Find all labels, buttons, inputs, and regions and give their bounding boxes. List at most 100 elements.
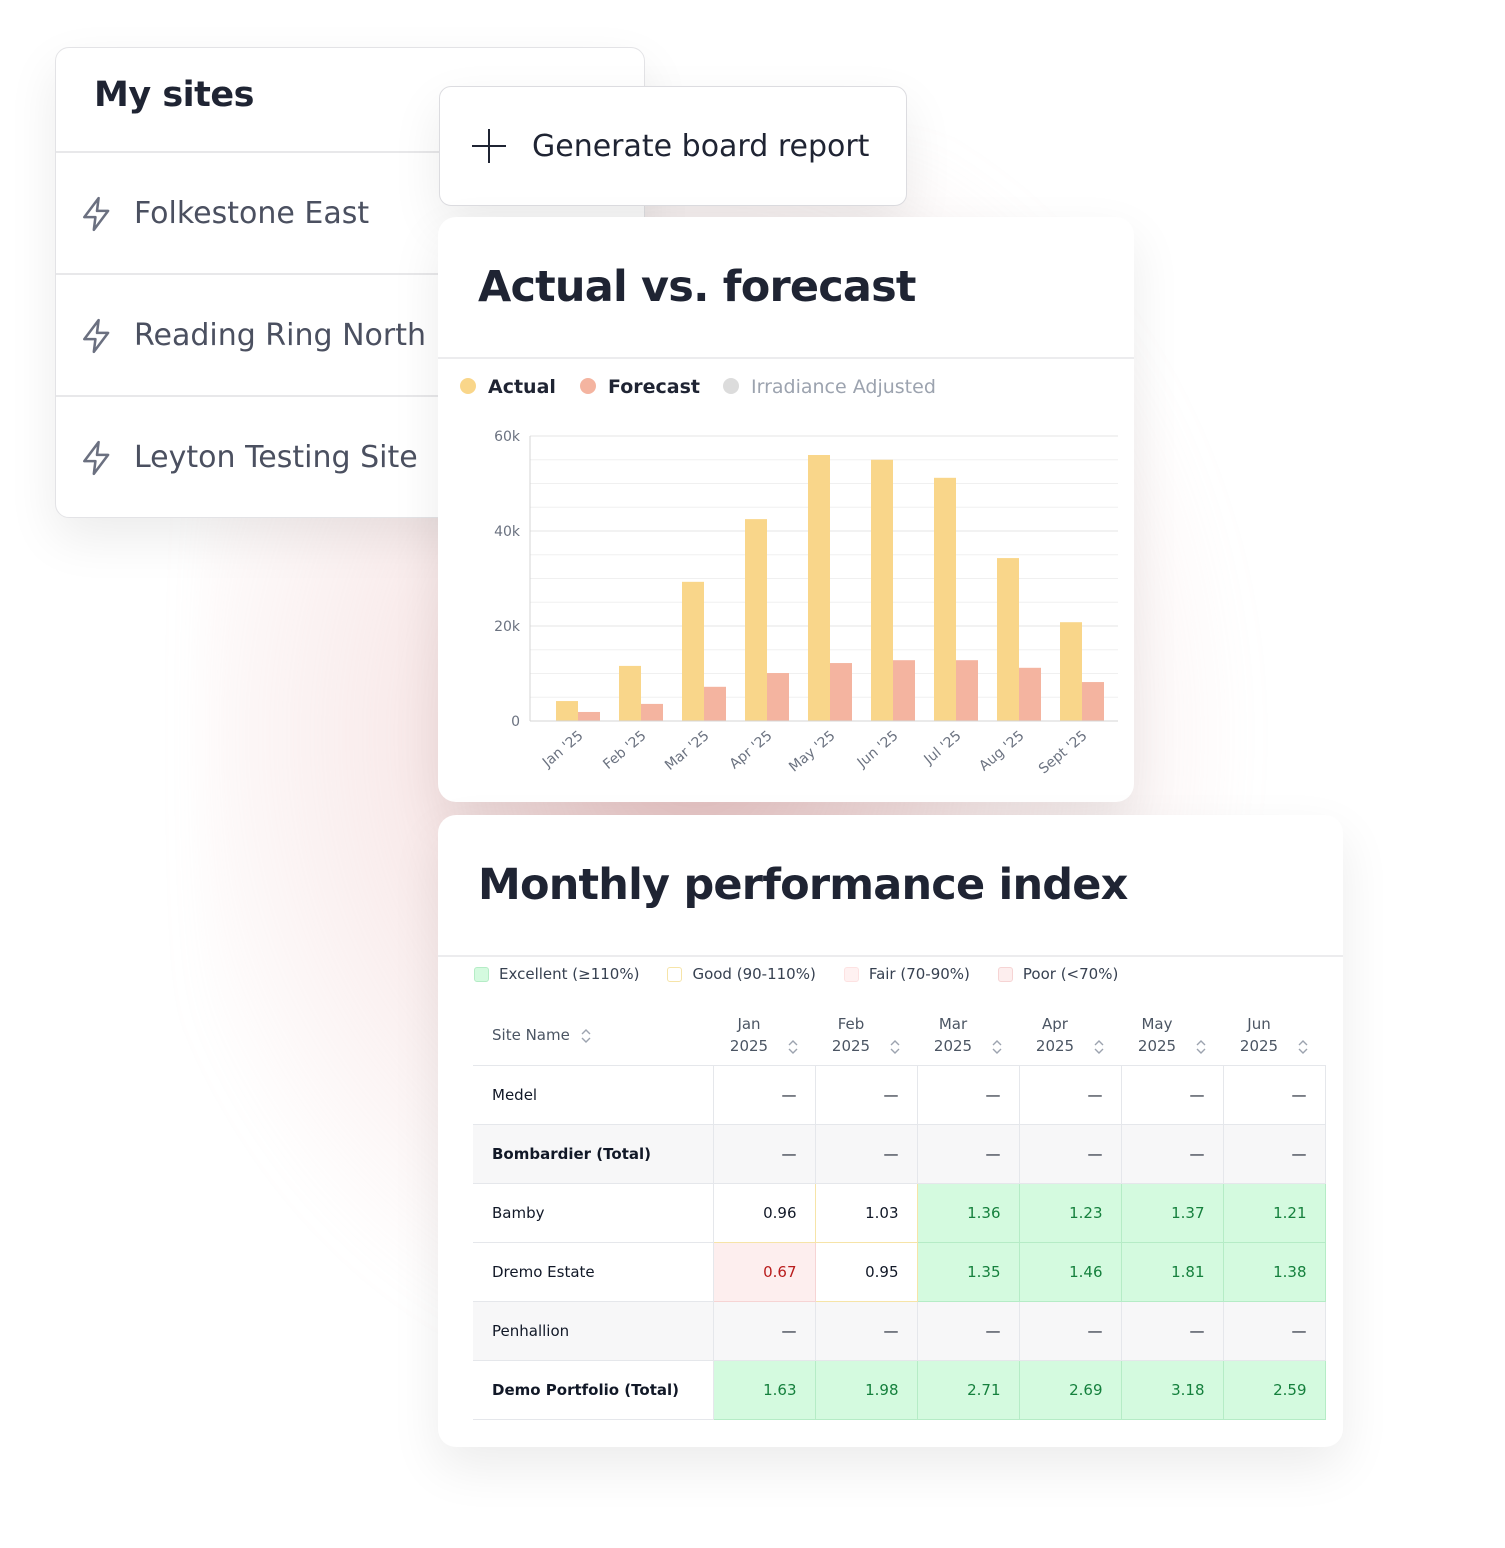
site-name: Medel bbox=[473, 1065, 714, 1125]
value-cell: 2.69 bbox=[1019, 1360, 1122, 1420]
sort-icon[interactable] bbox=[889, 1039, 901, 1055]
value-cell: — bbox=[1223, 1065, 1326, 1125]
sort-icon[interactable] bbox=[1195, 1039, 1207, 1055]
value-cell: — bbox=[1121, 1301, 1224, 1361]
value-cell: — bbox=[815, 1124, 918, 1184]
value-cell: 1.98 bbox=[815, 1360, 918, 1420]
value-cell: — bbox=[1223, 1301, 1326, 1361]
value-cell: — bbox=[713, 1065, 816, 1125]
value-cell: 1.46 bbox=[1019, 1242, 1122, 1302]
table-row: Dremo Estate 0.67 0.95 1.35 1.46 1.81 1.38 bbox=[473, 1242, 1326, 1302]
performance-card: Monthly performance index Excellent (≥11… bbox=[438, 815, 1343, 1447]
column-label: Site Name bbox=[492, 1026, 570, 1044]
generate-button[interactable]: Generate board report bbox=[439, 86, 907, 206]
value-cell: 0.96 bbox=[713, 1183, 816, 1243]
y-tick-label: 0 bbox=[511, 714, 520, 730]
site-name: Leyton Testing Site bbox=[134, 440, 418, 475]
legend-label: Irradiance Adjusted bbox=[751, 376, 936, 398]
legend-swatch bbox=[460, 378, 476, 394]
sort-icon[interactable] bbox=[1093, 1039, 1105, 1055]
value-cell: 1.38 bbox=[1223, 1242, 1326, 1302]
legend-swatch bbox=[723, 378, 739, 394]
site-name: Dremo Estate bbox=[473, 1242, 714, 1302]
sort-icon[interactable] bbox=[1297, 1039, 1309, 1055]
sort-icon[interactable] bbox=[580, 1028, 592, 1044]
value-cell: 0.95 bbox=[815, 1242, 918, 1302]
column-label: May 2025 bbox=[1137, 1015, 1177, 1055]
plus-icon bbox=[472, 129, 506, 163]
bar bbox=[641, 703, 663, 721]
legend-swatch bbox=[667, 966, 683, 982]
legend-label: Poor (<70%) bbox=[1022, 965, 1119, 983]
site-name: Penhallion bbox=[473, 1301, 714, 1361]
bar bbox=[1019, 667, 1041, 721]
value-cell: — bbox=[917, 1065, 1020, 1125]
legend-item: Fair (70-90%) bbox=[843, 965, 970, 983]
site-name: Folkestone East bbox=[134, 196, 370, 231]
column-label: Feb 2025 bbox=[831, 1015, 871, 1055]
x-tick-label: Jun '25 bbox=[854, 728, 902, 772]
value-cell: — bbox=[815, 1065, 918, 1125]
bar bbox=[704, 686, 726, 721]
chart: 0 20k 40k 60k Jan '25 Feb '25 Mar '25 Apr '25 Ma… bbox=[460, 376, 1118, 778]
legend-label: Fair (70-90%) bbox=[868, 965, 970, 983]
legend-swatch bbox=[580, 378, 596, 394]
y-tick-label: 20k bbox=[494, 619, 521, 635]
value-cell: 0.67 bbox=[713, 1242, 816, 1302]
value-cell: — bbox=[1019, 1124, 1122, 1184]
bar bbox=[808, 455, 830, 721]
value-cell: — bbox=[713, 1301, 816, 1361]
column-header: Jan 2025 bbox=[713, 1005, 815, 1066]
value-cell: — bbox=[1121, 1065, 1224, 1125]
x-tick-label: Mar '25 bbox=[662, 728, 713, 774]
legend-label: Excellent (≥110%) bbox=[499, 965, 640, 983]
legend-label: Good (90-110%) bbox=[692, 965, 816, 983]
bar bbox=[745, 519, 767, 721]
x-tick-label: Apr '25 bbox=[727, 728, 776, 773]
sort-icon[interactable] bbox=[787, 1039, 799, 1055]
bar bbox=[997, 558, 1019, 721]
x-tick-label: Sept '25 bbox=[1036, 728, 1091, 778]
bolt-icon bbox=[83, 318, 110, 353]
site-item[interactable]: Folkestone East bbox=[56, 151, 644, 274]
value-cell: 1.35 bbox=[917, 1242, 1020, 1302]
chart-card: Actual vs. forecast 0 20k 40k 60k Jan '25 Feb… bbox=[438, 217, 1134, 802]
bar bbox=[578, 711, 600, 721]
table-row: Demo Portfolio (Total) 1.63 1.98 2.71 2.69 3.… bbox=[473, 1360, 1326, 1420]
divider bbox=[438, 357, 1134, 359]
value-cell: 1.23 bbox=[1019, 1183, 1122, 1243]
legend-item: Poor (<70%) bbox=[997, 965, 1119, 983]
site-name: Bombardier (Total) bbox=[473, 1124, 714, 1184]
site-item[interactable]: Reading Ring North bbox=[56, 273, 644, 396]
value-cell: 1.37 bbox=[1121, 1183, 1224, 1243]
value-cell: — bbox=[917, 1124, 1020, 1184]
performance-table: Site Name Jan 2025 Feb 2025 Mar 2025 Apr 202… bbox=[473, 1005, 1326, 1420]
value-cell: 1.03 bbox=[815, 1183, 918, 1243]
value-cell: — bbox=[1121, 1124, 1224, 1184]
legend-item: Excellent (≥110%) bbox=[474, 965, 639, 983]
bar bbox=[956, 660, 978, 721]
sort-icon[interactable] bbox=[991, 1039, 1003, 1055]
column-header: May 2025 bbox=[1121, 1005, 1223, 1066]
legend-swatch bbox=[997, 966, 1013, 982]
column-label: Jan 2025 bbox=[729, 1015, 769, 1055]
value-cell: 2.71 bbox=[917, 1360, 1020, 1420]
legend-item: Good (90-110%) bbox=[667, 965, 816, 983]
value-cell: 1.63 bbox=[713, 1360, 816, 1420]
bar bbox=[893, 660, 915, 721]
value-cell: — bbox=[917, 1301, 1020, 1361]
value-cell: — bbox=[1019, 1301, 1122, 1361]
sites-title: My sites bbox=[94, 75, 254, 115]
bolt-icon bbox=[83, 440, 110, 475]
value-cell: — bbox=[713, 1124, 816, 1184]
site-name: Bamby bbox=[473, 1183, 714, 1243]
value-cell: 2.59 bbox=[1223, 1360, 1326, 1420]
table-row: Penhallion — — — — — — bbox=[473, 1301, 1326, 1361]
site-item[interactable]: Leyton Testing Site bbox=[56, 395, 644, 518]
bar bbox=[619, 665, 641, 721]
legend-label: Forecast bbox=[608, 376, 700, 398]
column-label: Mar 2025 bbox=[933, 1015, 973, 1055]
bolt-icon bbox=[83, 196, 110, 231]
performance-legend: Excellent (≥110%) Good (90-110%) Fair (70-… bbox=[474, 965, 1146, 983]
bar bbox=[1060, 622, 1082, 721]
